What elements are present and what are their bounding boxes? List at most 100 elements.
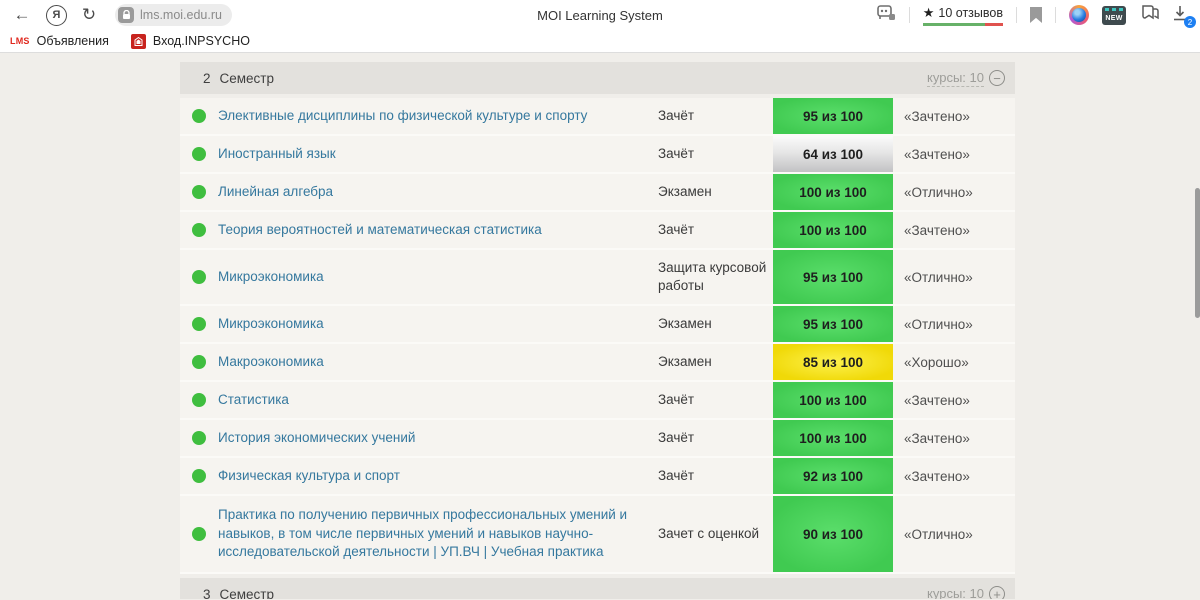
status-dot-icon [192, 431, 206, 445]
assessment-type: Экзамен [658, 315, 712, 331]
status-dot-icon [192, 317, 206, 331]
bookmark-item-inpsycho[interactable]: Вход.INPSYCHO [130, 33, 250, 49]
status-dot-icon [192, 223, 206, 237]
new-badge-label: NEW [1105, 15, 1123, 22]
course-row: Микроэкономика Экзамен 95 из 100 «Отличн… [180, 306, 1015, 344]
extension-new-icon[interactable]: NEW [1102, 5, 1126, 25]
score-badge: 100 из 100 [773, 420, 893, 456]
semester-title: Семестр [219, 586, 275, 600]
url-text: lms.moi.edu.ru [140, 8, 222, 22]
bookmark-label: Вход.INPSYCHO [152, 34, 250, 48]
rating-bar [922, 22, 1003, 26]
assessment-type: Зачёт [658, 429, 695, 445]
grade-text: «Зачтено» [904, 146, 970, 162]
course-link[interactable]: Микроэкономика [218, 268, 324, 284]
extension-circle-icon[interactable] [1069, 5, 1089, 25]
lock-icon[interactable] [118, 7, 134, 23]
assessment-type: Зачёт [658, 145, 695, 161]
status-dot-icon [192, 355, 206, 369]
star-icon: ★ [922, 4, 935, 20]
courses-count-link[interactable]: курсы: 10 [927, 69, 984, 87]
score-badge: 92 из 100 [773, 458, 893, 494]
semester-3-header: 3 Семестр курсы: 10 + [180, 578, 1015, 599]
rating-label: 10 отзывов [938, 5, 1003, 20]
course-link[interactable]: Макроэкономика [218, 353, 324, 369]
semester-number: 3 [203, 586, 211, 600]
semester-title: Семестр [219, 70, 275, 86]
course-link[interactable]: Практика по получению первичных професси… [218, 506, 628, 560]
back-icon[interactable]: ← [13, 5, 31, 24]
course-row: Линейная алгебра Экзамен 100 из 100 «Отл… [180, 174, 1015, 212]
course-row: История экономических учений Зачёт 100 и… [180, 420, 1015, 458]
course-row: Физическая культура и спорт Зачёт 92 из … [180, 458, 1015, 496]
grade-text: «Отлично» [904, 184, 973, 200]
courses-count-link[interactable]: курсы: 10 [927, 586, 984, 600]
yandex-letter: Я [52, 9, 61, 21]
collapse-icon[interactable]: − [989, 70, 1005, 86]
expand-icon[interactable]: + [989, 586, 1005, 599]
inpsycho-favicon [130, 33, 146, 49]
course-row: Микроэкономика Защита курсовой работы 95… [180, 250, 1015, 306]
status-dot-icon [192, 109, 206, 123]
course-link[interactable]: Теория вероятностей и математическая ста… [218, 221, 542, 237]
grade-text: «Отлично» [904, 269, 973, 285]
lock-glyph [122, 10, 130, 19]
collections-icon[interactable] [1139, 3, 1159, 27]
download-icon[interactable]: 2 [1172, 4, 1196, 28]
assessment-type: Зачёт [658, 391, 695, 407]
grade-text: «Зачтено» [904, 392, 970, 408]
score-badge: 100 из 100 [773, 174, 893, 210]
protect-icon[interactable] [876, 4, 896, 27]
course-rows: Элективные дисциплины по физической куль… [180, 98, 1015, 574]
vertical-scrollbar[interactable] [1195, 188, 1200, 318]
bookmarks-bar: LMS Объявления Вход.INPSYCHO [0, 30, 1200, 53]
course-link[interactable]: История экономических учений [218, 429, 416, 445]
course-link[interactable]: Физическая культура и спорт [218, 467, 400, 483]
status-dot-icon [192, 147, 206, 161]
assessment-type: Защита курсовой работы [658, 259, 767, 293]
toolbar-separator [1016, 7, 1017, 23]
refresh-icon[interactable]: ↻ [81, 5, 97, 24]
grade-text: «Отлично» [904, 316, 973, 332]
course-link[interactable]: Микроэкономика [218, 315, 324, 331]
score-badge: 95 из 100 [773, 306, 893, 342]
score-badge: 64 из 100 [773, 136, 893, 172]
grade-text: «Зачтено» [904, 222, 970, 238]
status-dot-icon [192, 469, 206, 483]
course-row: Теория вероятностей и математическая ста… [180, 212, 1015, 250]
course-link[interactable]: Линейная алгебра [218, 183, 334, 199]
lms-page-content: 2 Семестр курсы: 10 − Элективные дисципл… [0, 53, 1200, 599]
grade-text: «Хорошо» [904, 354, 969, 370]
download-count-badge: 2 [1184, 16, 1196, 28]
semester-2-header: 2 Семестр курсы: 10 − [180, 62, 1015, 94]
assessment-type: Зачёт [658, 107, 695, 123]
course-row: Статистика Зачёт 100 из 100 «Зачтено» [180, 382, 1015, 420]
score-badge: 100 из 100 [773, 212, 893, 248]
site-rating[interactable]: ★ 10 отзывов [922, 4, 1003, 26]
grade-text: «Зачтено» [904, 108, 970, 124]
toolbar-separator [908, 7, 910, 23]
assessment-type: Экзамен [658, 183, 712, 199]
score-badge: 95 из 100 [773, 98, 893, 134]
course-link[interactable]: Элективные дисциплины по физической куль… [218, 107, 588, 123]
score-badge: 95 из 100 [773, 250, 893, 304]
lms-favicon: LMS [10, 36, 30, 46]
bookmark-icon[interactable] [1030, 7, 1042, 23]
course-row: Макроэкономика Экзамен 85 из 100 «Хорошо… [180, 344, 1015, 382]
grade-text: «Зачтено» [904, 468, 970, 484]
course-row: Иностранный язык Зачёт 64 из 100 «Зачтен… [180, 136, 1015, 174]
score-badge: 100 из 100 [773, 382, 893, 418]
assessment-type: Зачёт [658, 221, 695, 237]
course-link[interactable]: Статистика [218, 391, 289, 407]
yandex-browser-icon[interactable]: Я [46, 4, 67, 26]
assessment-type: Зачет с оценкой [658, 525, 760, 541]
status-dot-icon [192, 270, 206, 284]
course-row: Практика по получению первичных професси… [180, 496, 1015, 574]
address-bar[interactable]: lms.moi.edu.ru [115, 4, 232, 26]
browser-toolbar: ← Я ↻ lms.moi.edu.ru MOI Learning System… [0, 0, 1200, 30]
bookmark-item-announcements[interactable]: LMS Объявления [10, 34, 109, 48]
course-link[interactable]: Иностранный язык [218, 145, 336, 161]
semester-grades-table: 2 Семестр курсы: 10 − Элективные дисципл… [180, 62, 1015, 599]
grade-text: «Отлично» [904, 526, 973, 542]
